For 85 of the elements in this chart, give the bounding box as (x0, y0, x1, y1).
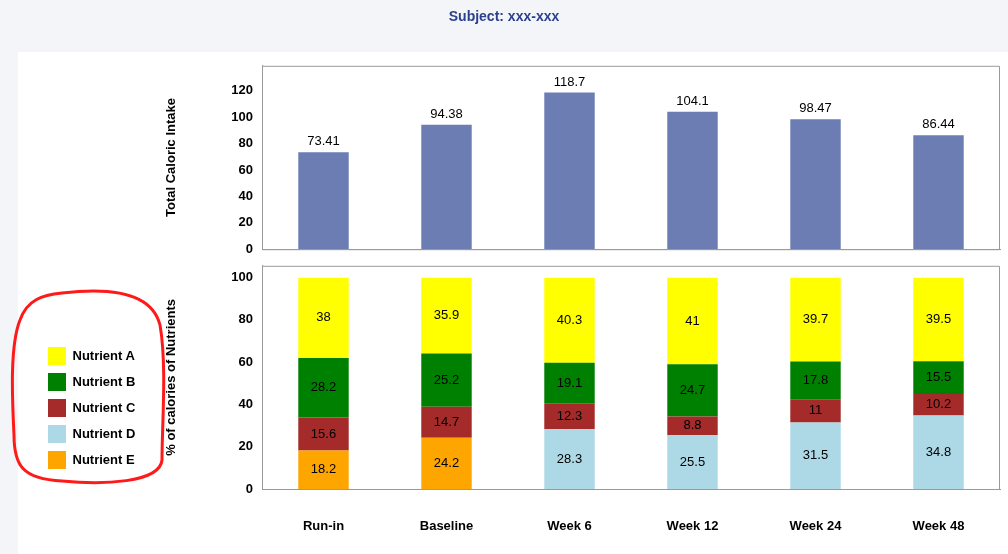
bar (913, 361, 964, 394)
bar (421, 437, 472, 489)
bar (913, 135, 964, 250)
legend-label: Nutrient B (72, 373, 136, 389)
legend-label: Nutrient A (72, 347, 136, 363)
bar (544, 92, 595, 250)
bar (790, 277, 841, 362)
data-label: 73.41 (307, 133, 340, 149)
y-tick-label: 0 (245, 240, 253, 256)
bar (298, 417, 349, 451)
data-label: 15.6 (310, 425, 337, 441)
data-label: 40.3 (556, 311, 583, 327)
x-tick-label: Week 12 (666, 518, 719, 534)
data-label: 94.38 (430, 105, 463, 121)
y-tick-label: 60 (238, 161, 253, 177)
legend-label: Nutrient D (72, 425, 136, 441)
x-tick-label: Week 24 (789, 518, 843, 534)
x-tick-label: Week 6 (547, 518, 592, 534)
data-label: 12.3 (556, 407, 583, 423)
legend-label: Nutrient C (72, 399, 136, 415)
legend-label: Nutrient E (72, 451, 135, 467)
y-tick-label: 120 (231, 82, 253, 98)
data-label: 104.1 (676, 92, 709, 108)
bar (790, 361, 841, 400)
x-tick-label: Run-in (302, 518, 345, 534)
y-axis-title: % of calories of Nutrients (163, 299, 179, 456)
bar (544, 277, 595, 363)
bar (544, 429, 595, 489)
data-label: 118.7 (553, 73, 586, 89)
data-label: 31.5 (802, 447, 829, 463)
y-tick-label: 0 (245, 480, 253, 496)
data-label: 28.2 (310, 379, 337, 395)
data-label: 24.2 (433, 455, 460, 470)
bar (298, 277, 349, 358)
bar (790, 422, 841, 489)
y-axis-title: Total Caloric Intake (163, 98, 179, 217)
data-label: 39.7 (802, 311, 829, 327)
data-label: 39.5 (925, 310, 952, 326)
bar (421, 124, 472, 250)
data-label: 34.8 (925, 443, 952, 459)
y-tick-label: 80 (238, 311, 253, 327)
data-label: 25.2 (433, 371, 460, 387)
data-label: 15.5 (925, 369, 952, 385)
bar (421, 277, 472, 354)
data-label: 25.5 (679, 453, 706, 469)
bar (667, 277, 718, 365)
y-tick-label: 80 (238, 135, 253, 151)
data-label: 11 (808, 402, 823, 418)
data-label: 41 (685, 312, 700, 328)
y-tick-label: 20 (238, 438, 253, 454)
bar (913, 415, 964, 489)
bar (298, 450, 349, 489)
bar (790, 119, 841, 250)
bar (667, 364, 718, 417)
bar (544, 403, 595, 430)
y-tick-label: 20 (238, 214, 253, 230)
data-label: 19.1 (556, 374, 583, 390)
data-label: 98.47 (799, 100, 832, 116)
data-label: 18.2 (310, 461, 337, 477)
bar (298, 357, 349, 418)
chart-title: Subject: xxx-xxx (447, 8, 561, 24)
y-tick-label: 40 (238, 188, 253, 203)
bar (667, 111, 718, 250)
bar (421, 406, 472, 438)
y-tick-label: 100 (231, 108, 253, 124)
y-tick-label: 40 (238, 396, 253, 412)
x-tick-label: Baseline (419, 518, 474, 534)
bar (544, 362, 595, 404)
data-label: 14.7 (433, 413, 460, 429)
data-label: 86.44 (922, 116, 955, 132)
data-label: 10.2 (925, 396, 952, 412)
data-label: 24.7 (679, 381, 706, 397)
bar (913, 277, 964, 362)
data-label: 38 (316, 309, 331, 325)
data-label: 35.9 (433, 307, 460, 323)
x-tick-label: Week 48 (912, 518, 965, 534)
bar (790, 399, 841, 423)
y-tick-label: 100 (231, 269, 253, 285)
data-label: 28.3 (556, 450, 583, 466)
data-label: 8.8 (683, 417, 702, 433)
bar (421, 353, 472, 407)
bar (298, 152, 349, 250)
bar (667, 435, 718, 489)
y-tick-label: 60 (238, 353, 253, 369)
data-label: 17.8 (802, 371, 829, 387)
